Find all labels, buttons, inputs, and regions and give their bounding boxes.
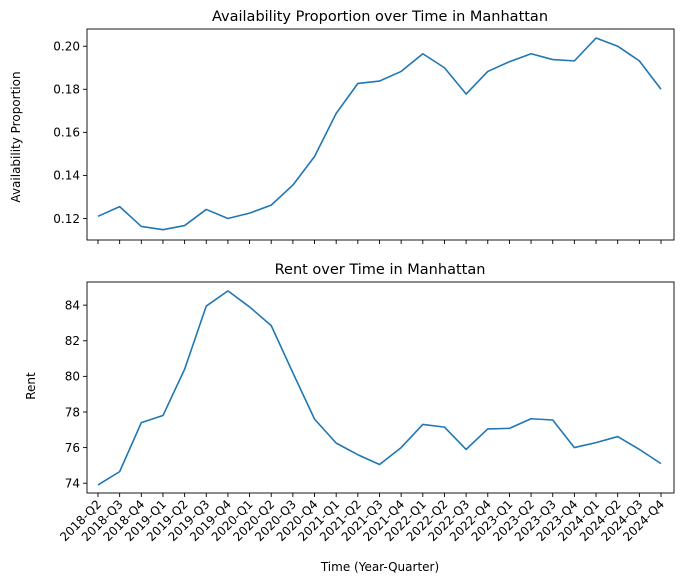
availability-y-axis: 0.12 0.14 0.16 0.18 0.20	[53, 40, 87, 226]
availability-plot-area	[86, 28, 675, 241]
y-tick-label: 76	[65, 441, 80, 455]
rent-chart-title: Rent over Time in Manhattan	[275, 262, 486, 278]
x-axis-label: Time (Year-Quarter)	[320, 560, 439, 574]
rent-series-line	[97, 290, 662, 486]
y-tick-label: 80	[65, 370, 80, 384]
y-tick-label: 84	[65, 298, 80, 312]
rent-chart: Rent over Time in Manhattan Rent 74 76 78 8…	[24, 262, 675, 574]
y-tick-label: 0.20	[53, 40, 80, 54]
y-tick-label: 74	[65, 477, 80, 491]
availability-x-axis	[97, 240, 662, 244]
y-tick-label: 78	[65, 405, 80, 419]
y-tick-label: 0.16	[53, 126, 80, 140]
rent-x-axis: 2018-Q22018-Q32018-Q42019-Q12019-Q22019-…	[57, 493, 667, 544]
availability-chart: Availability Proportion over Time in Man…	[9, 9, 675, 244]
rent-plot-area	[86, 281, 675, 494]
availability-y-axis-label: Availability Proportion	[9, 71, 23, 202]
y-tick-label: 0.14	[53, 169, 80, 183]
y-tick-label: 0.18	[53, 83, 80, 97]
rent-y-axis: 74 76 78 80 82 84	[65, 298, 87, 491]
availability-series-line	[97, 37, 662, 231]
y-tick-label: 0.12	[53, 212, 80, 226]
y-tick-label: 82	[65, 334, 80, 348]
availability-chart-title: Availability Proportion over Time in Man…	[212, 9, 548, 25]
rent-y-axis-label: Rent	[24, 372, 38, 400]
